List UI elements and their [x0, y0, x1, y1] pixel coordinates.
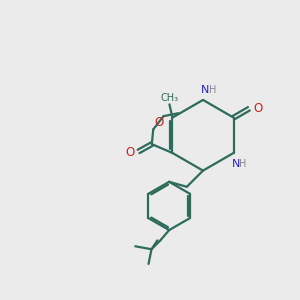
- Text: N: N: [232, 159, 240, 170]
- Text: O: O: [154, 116, 164, 128]
- Text: H: H: [239, 159, 247, 170]
- Text: CH₃: CH₃: [160, 93, 178, 103]
- Text: N: N: [201, 85, 209, 94]
- Text: O: O: [253, 102, 262, 115]
- Text: O: O: [126, 146, 135, 159]
- Text: H: H: [209, 85, 216, 94]
